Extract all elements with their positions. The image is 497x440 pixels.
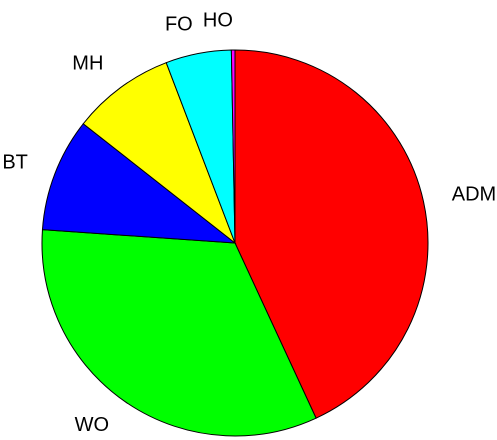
pie-slice [234,49,429,419]
slice-label: FO [165,13,193,35]
pie-slice [41,123,237,244]
pie-slice [230,49,236,244]
slice-label: WO [75,414,109,436]
pie-slice [41,229,317,437]
slice-label: BT [2,152,28,174]
pie-slice [82,62,237,245]
slice-label: MH [72,53,103,75]
slice-label: ADM [452,184,496,206]
slice-label: HO [203,9,233,31]
